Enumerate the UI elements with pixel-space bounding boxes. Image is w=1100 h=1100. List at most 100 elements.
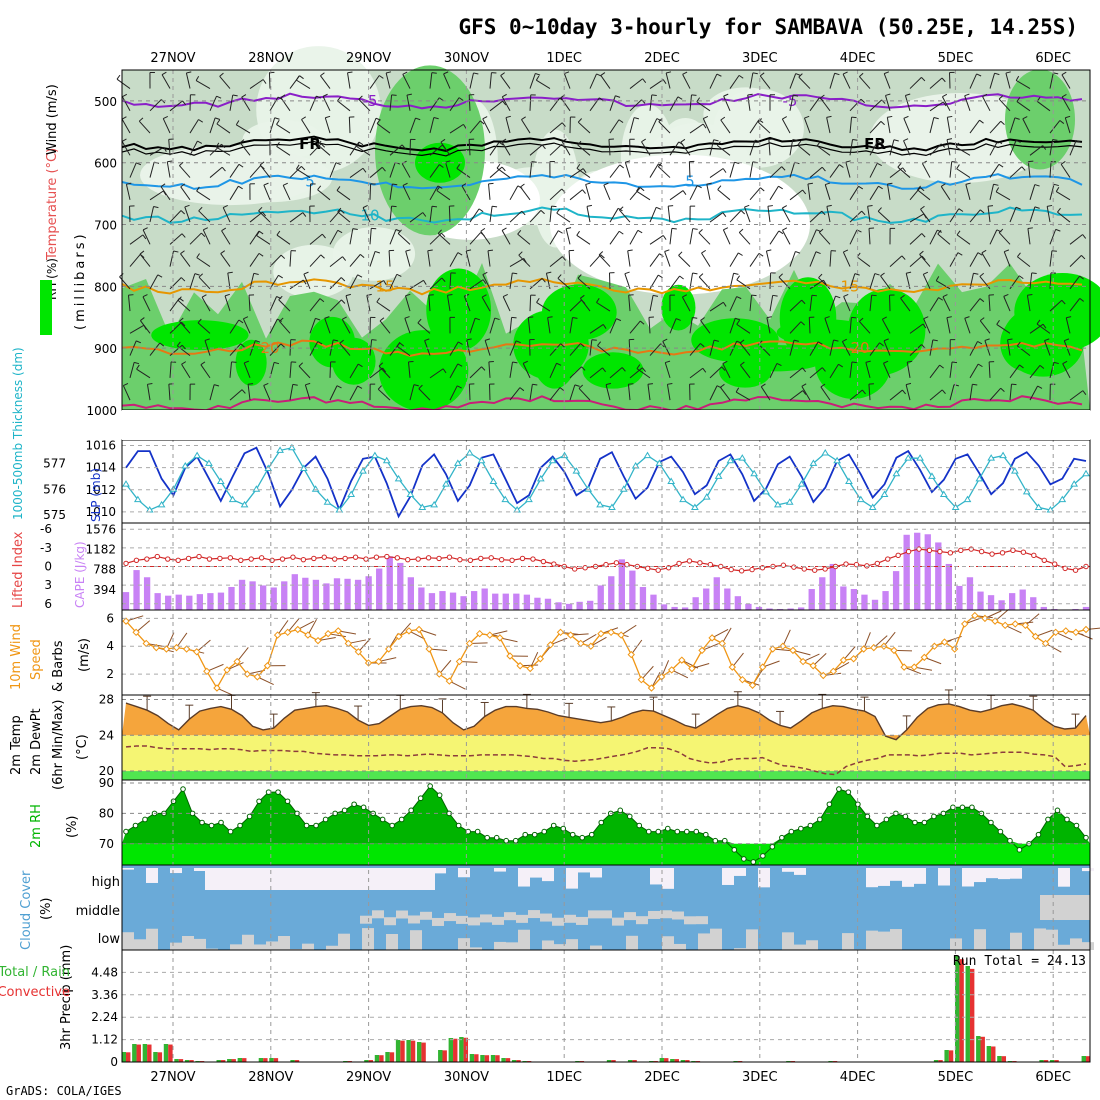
wind-speed-point xyxy=(647,684,656,692)
cloud-low-fill xyxy=(842,933,854,950)
wind-barb xyxy=(529,73,536,89)
wind-barb-flag xyxy=(157,274,163,278)
wind-speed-point xyxy=(758,663,767,671)
wind-speed-point xyxy=(698,646,706,655)
wind-barb xyxy=(749,187,761,201)
rh2m-point xyxy=(256,798,262,805)
thickness-point xyxy=(406,490,415,497)
wind-barb xyxy=(769,166,783,178)
rh2m-point xyxy=(645,828,652,835)
wind-barb xyxy=(417,322,431,334)
wind-speed-point xyxy=(728,663,737,671)
wind-barb-flag xyxy=(821,166,826,172)
wind-barb xyxy=(1029,206,1036,223)
wind-barb-flag xyxy=(824,316,830,319)
precip-total-bar xyxy=(627,1060,633,1062)
wind-barb xyxy=(309,254,322,267)
thickness-point xyxy=(880,490,889,497)
wind-barb xyxy=(909,76,922,89)
wind-barb-flag xyxy=(723,227,729,231)
rh2m-point xyxy=(398,816,405,823)
wind-barb xyxy=(276,234,291,245)
cloud-low-fill xyxy=(662,936,674,950)
wind-barb xyxy=(789,367,803,379)
wind-barb-flag xyxy=(278,274,283,279)
pressure-tick-label: 700 xyxy=(94,219,117,233)
cape-bar xyxy=(238,579,246,610)
cape-bar xyxy=(1008,593,1016,610)
thickness-point xyxy=(679,495,687,503)
precip-convective-bar xyxy=(273,1058,279,1062)
wind-barb xyxy=(569,384,576,401)
wind-barb-flag xyxy=(826,204,832,207)
wind-barb-flag xyxy=(340,277,346,282)
wind-barb xyxy=(946,117,951,134)
wind-barb xyxy=(505,117,511,134)
precip-total-bar xyxy=(269,1058,274,1062)
rh2m-point xyxy=(341,807,348,814)
wind-barb-flag xyxy=(301,166,306,171)
wind-speed-point xyxy=(233,657,241,666)
wind-barb xyxy=(509,387,521,401)
wind-barb xyxy=(529,144,543,156)
wind-barb xyxy=(929,297,939,312)
wind-barb xyxy=(536,79,551,89)
wind-barb xyxy=(749,139,756,156)
wind-barb xyxy=(469,366,482,379)
wind-axis-label: Speed xyxy=(29,639,44,680)
wind-barb xyxy=(580,633,597,644)
thickness-tick-label: 576 xyxy=(43,482,66,496)
wind-barb-flag xyxy=(582,189,586,194)
wind-barb-flag xyxy=(1007,338,1013,341)
cloud-high-clear xyxy=(458,868,470,878)
wind-barb-flag xyxy=(903,138,909,142)
wind-barb xyxy=(883,73,891,89)
precip-total-bar xyxy=(290,1060,295,1062)
wind-speed-point xyxy=(849,655,858,663)
wind-barb-flag xyxy=(1018,275,1024,280)
cape-bar xyxy=(291,574,298,610)
wind-barb-flag xyxy=(797,140,802,146)
wind-barb-flag xyxy=(382,367,387,373)
li-point xyxy=(655,567,661,573)
rh2m-point xyxy=(455,822,462,829)
wind-barb-flag xyxy=(880,272,885,277)
wind-barb xyxy=(809,279,824,290)
panel6-ylabel2: (%) xyxy=(65,816,80,839)
wind-barb xyxy=(589,97,600,112)
wind-barb-flag xyxy=(861,210,866,216)
wind-barb xyxy=(987,206,991,223)
wind-barb-flag xyxy=(241,94,247,98)
precip-total-bar xyxy=(469,1054,475,1062)
rh2m-point xyxy=(798,825,804,832)
wind-barb xyxy=(169,297,180,312)
thickness-point xyxy=(122,480,130,487)
wind-barb-flag xyxy=(917,185,921,191)
wind-speed-point xyxy=(930,642,939,650)
cape-bar xyxy=(819,577,826,610)
precip-tick-label: 3.36 xyxy=(91,988,118,1002)
rh2m-point xyxy=(503,837,509,844)
cloud-low-fill xyxy=(1082,942,1094,950)
cape-tick-label: 1182 xyxy=(85,543,116,557)
wind-barb xyxy=(177,300,191,312)
wind-barb-flag xyxy=(301,116,307,120)
wind-barb-flag xyxy=(140,317,145,321)
wind-barb-flag xyxy=(1053,183,1059,187)
wind-barb xyxy=(859,76,871,89)
wind-barb xyxy=(569,189,583,201)
wind-barb xyxy=(389,206,393,223)
wind-barb-flag xyxy=(591,339,597,341)
wind-barb-flag xyxy=(1079,298,1085,302)
wind-barb-flag xyxy=(802,367,807,373)
wind-barb xyxy=(269,254,282,267)
precip-tick-label: 1.12 xyxy=(91,1033,118,1047)
wind-barb xyxy=(429,277,443,290)
cape-bar xyxy=(1040,606,1047,610)
li-point xyxy=(373,554,380,560)
rh2m-point xyxy=(921,819,928,826)
thickness-point xyxy=(181,461,190,469)
wind-barb xyxy=(909,344,922,356)
cape-bar xyxy=(1019,589,1026,610)
wind-barb xyxy=(739,364,751,379)
